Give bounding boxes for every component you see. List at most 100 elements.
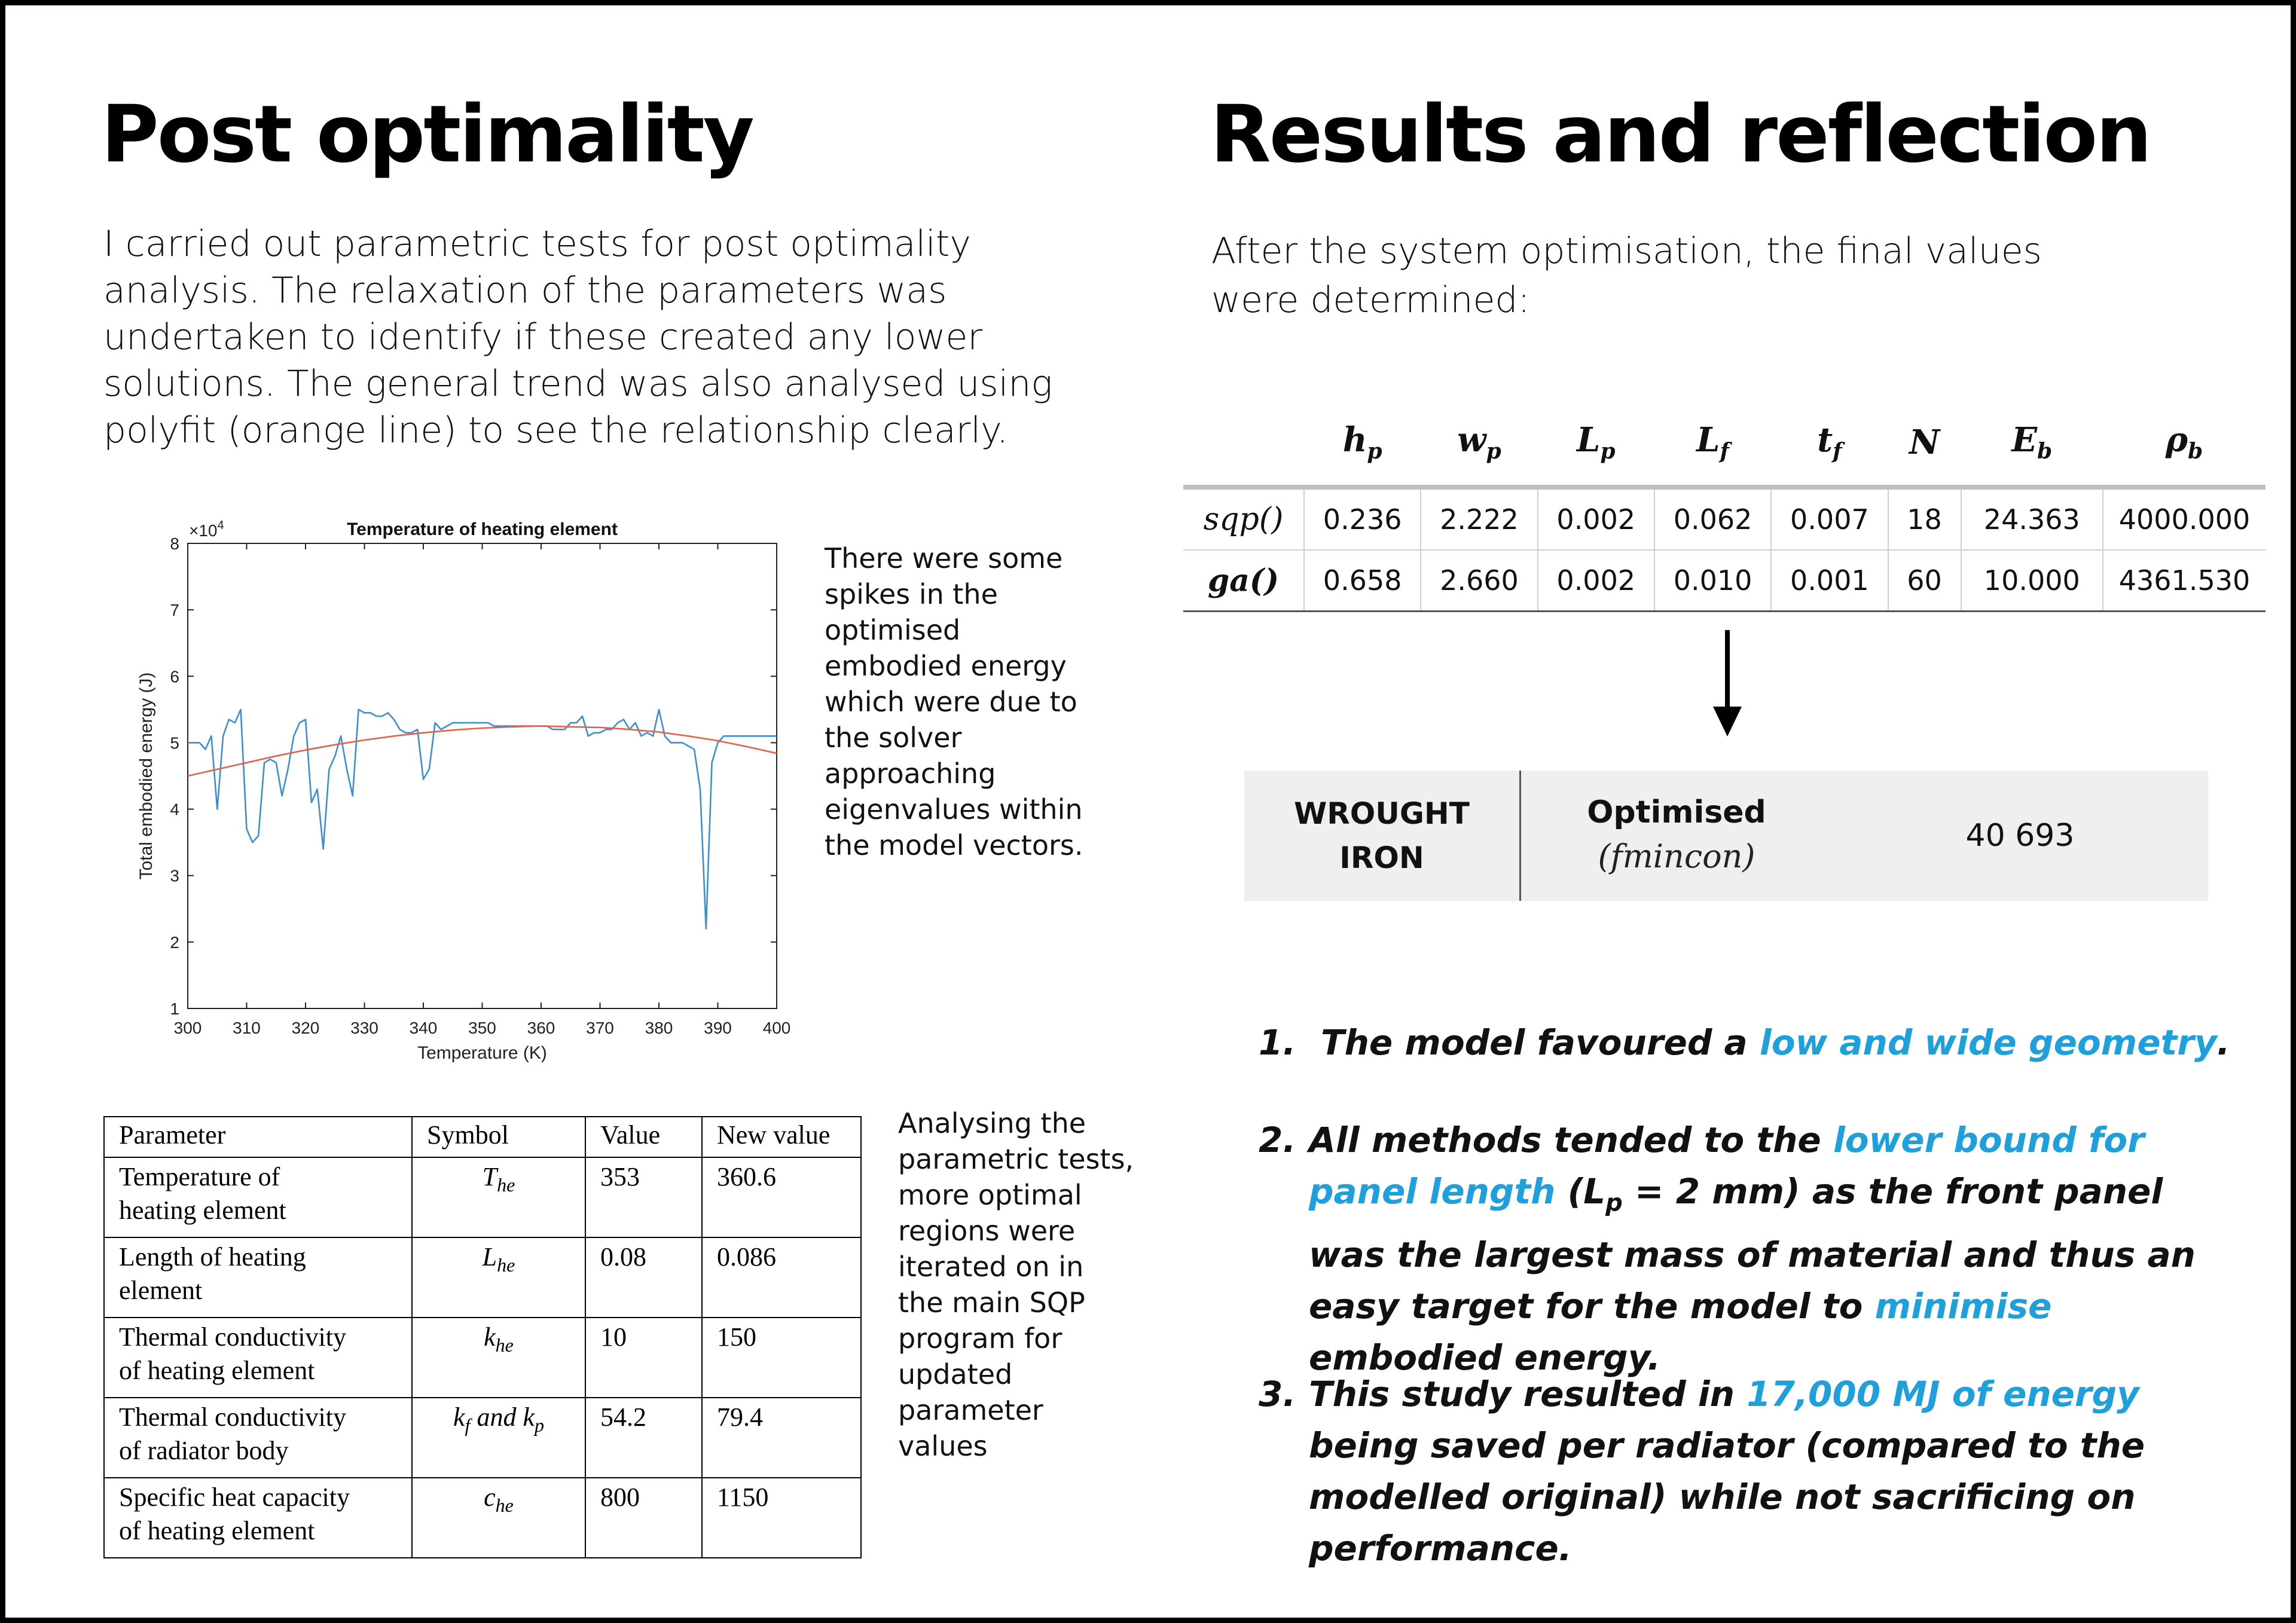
- optimised-method: Optimised (fmincon): [1521, 771, 1832, 901]
- table-row: Specific heat capacity of heating element…: [103, 1477, 862, 1558]
- x-tick-label: 300: [174, 1019, 202, 1037]
- chart-ylabel: Total embodied energy (J): [136, 673, 156, 880]
- y-tick-label: 3: [170, 867, 179, 885]
- parameter-name: Thermal conductivity of radiator body: [103, 1397, 413, 1478]
- finding-3: 3. This study resulted in 17,000 MJ of e…: [1259, 1374, 2145, 1569]
- post-optimality-intro: I carried out parametric tests for post …: [103, 223, 1053, 451]
- optimised-summary: WROUGHT IRON Optimised (fmincon) 40 693: [1244, 771, 2208, 901]
- parameter-symbol: che: [411, 1477, 586, 1558]
- post-optimality-title: Post optimality: [101, 88, 755, 181]
- parameter-new-value: 150: [701, 1317, 862, 1398]
- table-row: Thermal conductivity of radiator body kf …: [103, 1397, 862, 1478]
- chart-xlabel: Temperature (K): [417, 1043, 547, 1063]
- parameter-name: Length of heating element: [103, 1237, 413, 1318]
- parameter-symbol: khe: [411, 1317, 586, 1398]
- result-value: 0.236: [1303, 487, 1421, 551]
- highlight: minimise: [1874, 1285, 2052, 1326]
- table-note: Analysing the parametric tests, more opt…: [898, 1107, 1134, 1462]
- parameter-table-header: Parameter Symbol Value New value: [103, 1116, 862, 1158]
- parameter-value: 800: [585, 1477, 703, 1558]
- y-tick-label: 6: [170, 667, 179, 686]
- y-multiplier-label: ×104: [189, 519, 224, 540]
- y-multiplier-exponent: 4: [218, 519, 224, 532]
- table-row: Temperature of heating element The 353 36…: [103, 1157, 862, 1238]
- y-tick-label: 8: [170, 534, 179, 553]
- result-value: 0.062: [1653, 487, 1772, 551]
- result-value: 2.660: [1420, 550, 1538, 612]
- highlight: low and wide geometry: [1759, 1022, 2217, 1063]
- results-table-header: hp wp Lp Lf tf N Eb ρb: [1183, 400, 2266, 490]
- header-symbol: Symbol: [411, 1116, 586, 1158]
- header-eb: Eb: [1961, 400, 2103, 490]
- optimised-value: 40 693: [1965, 818, 2075, 854]
- y-tick-label: 4: [170, 800, 179, 819]
- parameter-value: 10: [585, 1317, 703, 1398]
- header-wp: wp: [1421, 400, 1538, 490]
- highlight: 17,000 MJ of energy: [1747, 1374, 2139, 1414]
- parameter-symbol: The: [411, 1157, 586, 1238]
- x-tick-label: 400: [763, 1019, 791, 1037]
- header-parameter: Parameter: [103, 1116, 413, 1158]
- parameter-value: 0.08: [585, 1237, 703, 1318]
- finding-2: 2. All methods tended to the lower bound…: [1259, 1120, 2196, 1378]
- y-tick-label: 2: [170, 933, 179, 952]
- result-value: 0.010: [1653, 550, 1772, 612]
- x-tick-label: 330: [350, 1019, 378, 1037]
- result-value: 4000.000: [2102, 487, 2266, 551]
- header-n: N: [1888, 400, 1961, 490]
- polyfit-trend-line: [187, 725, 777, 777]
- optimised-label: Optimised: [1587, 794, 1766, 830]
- result-value: 2.222: [1420, 487, 1538, 551]
- header-lp: Lp: [1537, 400, 1654, 490]
- result-value: 0.007: [1770, 487, 1888, 551]
- results-row-sqp: sqp() 0.236 2.222 0.002 0.062 0.007 18 2…: [1183, 487, 2266, 551]
- header-method: [1183, 400, 1304, 490]
- parameter-value: 54.2: [585, 1397, 703, 1478]
- finding-1: 1. The model favoured a low and wide geo…: [1259, 1022, 2230, 1063]
- chart-note: There were some spikes in the optimised …: [825, 542, 1083, 861]
- highlight: lower bound for panel length: [1309, 1120, 2145, 1212]
- header-value: Value: [585, 1116, 703, 1158]
- x-tick-label: 380: [645, 1019, 673, 1037]
- header-tf: tf: [1771, 400, 1888, 490]
- results-row-ga: ga() 0.658 2.660 0.002 0.010 0.001 60 10…: [1183, 550, 2266, 612]
- result-value: 24.363: [1960, 487, 2103, 551]
- y-tick-label: 7: [170, 601, 179, 619]
- temperature-chart: 300 310 320 330 340 350 360 370 380 390 400 1 2 3 4 5 6 7…: [136, 519, 791, 1063]
- x-tick-label: 350: [468, 1019, 496, 1037]
- parameter-new-value: 0.086: [701, 1237, 862, 1318]
- header-rhob: ρb: [2103, 400, 2266, 490]
- results-table: hp wp Lp Lf tf N Eb ρb sqp() 0.236 2.222…: [1183, 400, 2266, 612]
- x-tick-label: 360: [527, 1019, 555, 1037]
- header-lf: Lf: [1654, 400, 1772, 490]
- parameter-new-value: 79.4: [701, 1397, 862, 1478]
- fmincon-label: (fmincon): [1598, 838, 1755, 875]
- result-value: 10.000: [1960, 550, 2103, 612]
- parameter-name: Thermal conductivity of heating element: [103, 1317, 413, 1398]
- parameter-value: 353: [585, 1157, 703, 1238]
- result-value: 18: [1887, 487, 1961, 551]
- x-tick-label: 370: [586, 1019, 614, 1037]
- x-tick-label: 320: [292, 1019, 320, 1037]
- result-value: 4361.530: [2102, 550, 2266, 612]
- data-series-line: [188, 708, 777, 930]
- parameter-new-value: 1150: [701, 1477, 862, 1558]
- chart-title: Temperature of heating element: [347, 519, 618, 539]
- parameter-new-value: 360.6: [701, 1157, 862, 1238]
- method-name: ga(): [1183, 550, 1304, 612]
- parameter-table: Parameter Symbol Value New value Tempera…: [103, 1116, 862, 1558]
- x-tick-label: 390: [704, 1019, 732, 1037]
- result-value: 0.001: [1770, 550, 1888, 612]
- results-title: Results and reflection: [1210, 88, 2152, 181]
- parameter-symbol: Lhe: [411, 1237, 586, 1318]
- summary-divider: [1519, 771, 1521, 901]
- parameter-name: Specific heat capacity of heating element: [103, 1477, 413, 1558]
- result-value: 0.658: [1303, 550, 1421, 612]
- table-row: Thermal conductivity of heating element k…: [103, 1317, 862, 1398]
- result-value: 0.002: [1537, 550, 1654, 612]
- table-row: Length of heating element Lhe 0.08 0.086: [103, 1237, 862, 1318]
- plot-area: [187, 543, 777, 1009]
- material-label: WROUGHT IRON: [1294, 796, 1470, 875]
- y-tick-label: 1: [170, 1000, 179, 1018]
